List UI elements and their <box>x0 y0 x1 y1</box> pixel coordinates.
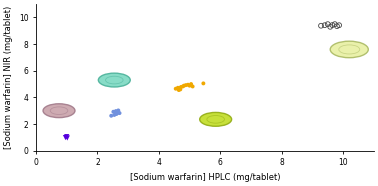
Circle shape <box>98 73 130 87</box>
Point <box>110 110 116 113</box>
Point <box>318 24 324 27</box>
Circle shape <box>330 41 368 58</box>
Point <box>327 25 333 28</box>
Point <box>322 24 328 27</box>
Point <box>108 114 114 117</box>
Point <box>188 83 194 86</box>
Point <box>183 84 189 87</box>
Point <box>64 135 70 138</box>
Point <box>115 111 121 114</box>
Point <box>186 84 192 87</box>
Point <box>190 85 196 88</box>
Point <box>180 85 186 88</box>
Point <box>115 109 121 112</box>
Point <box>176 89 182 92</box>
Point <box>336 24 342 27</box>
Point <box>332 23 338 26</box>
Point <box>200 82 206 85</box>
Point <box>116 112 122 115</box>
Y-axis label: [Sodium warfarin] NIR (mg/tablet): [Sodium warfarin] NIR (mg/tablet) <box>4 6 13 149</box>
Point <box>113 113 119 116</box>
Point <box>177 87 183 90</box>
Point <box>177 88 183 91</box>
X-axis label: [Sodium warfarin] HPLC (mg/tablet): [Sodium warfarin] HPLC (mg/tablet) <box>130 173 280 182</box>
Point <box>185 83 191 86</box>
Point <box>64 137 70 140</box>
Point <box>62 136 68 139</box>
Point <box>113 110 119 113</box>
Point <box>175 86 181 89</box>
Point <box>334 25 340 28</box>
Point <box>178 86 184 89</box>
Point <box>173 87 179 90</box>
Circle shape <box>43 104 75 118</box>
Point <box>325 23 331 26</box>
Point <box>181 84 187 87</box>
Point <box>329 24 335 27</box>
Point <box>111 113 117 116</box>
Circle shape <box>200 112 232 126</box>
